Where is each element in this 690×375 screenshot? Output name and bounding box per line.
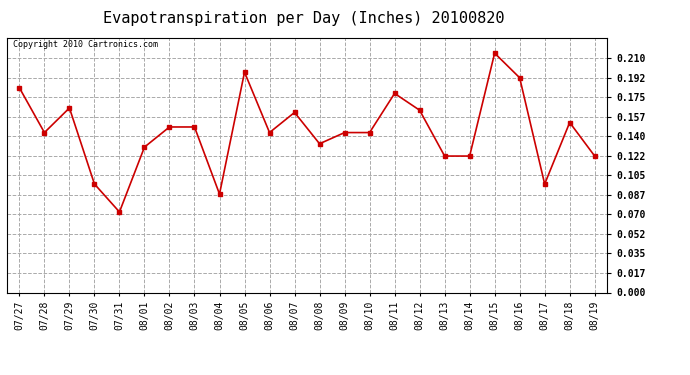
Text: Evapotranspiration per Day (Inches) 20100820: Evapotranspiration per Day (Inches) 2010… <box>103 11 504 26</box>
Text: Copyright 2010 Cartronics.com: Copyright 2010 Cartronics.com <box>13 40 158 49</box>
